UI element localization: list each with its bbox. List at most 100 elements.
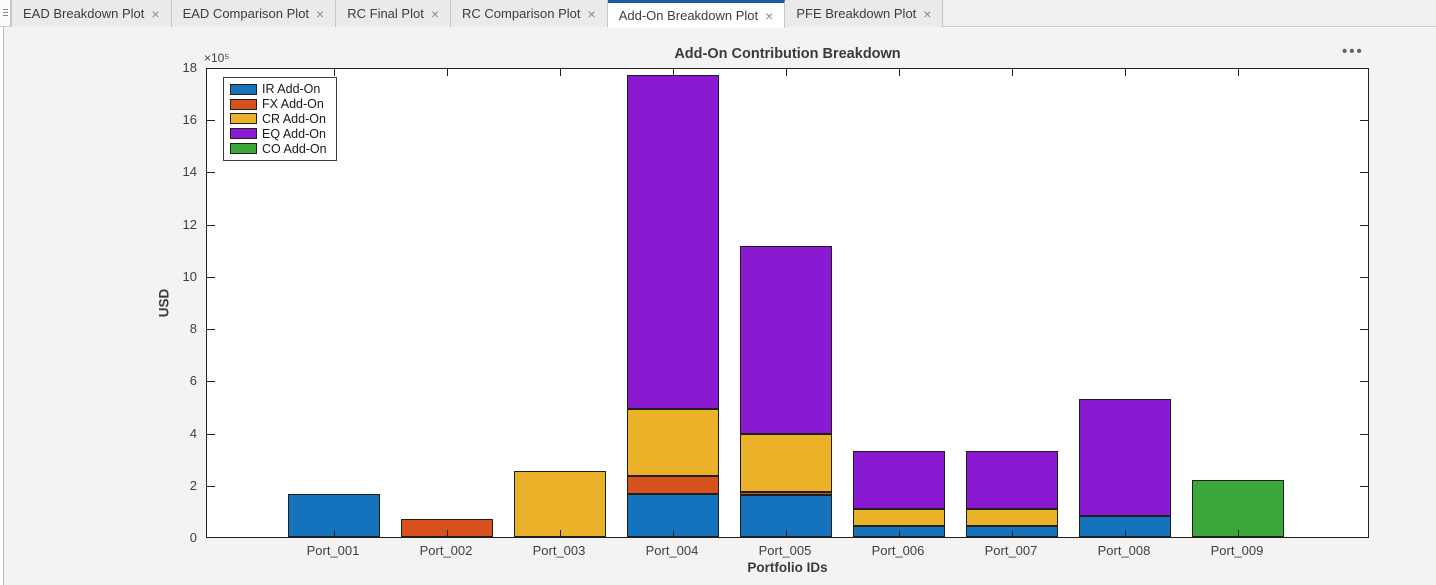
y-tick-mark xyxy=(207,381,215,383)
tab-pfe-breakdown-plot[interactable]: PFE Breakdown Plot × xyxy=(785,0,944,27)
legend-item-co-add-on: CO Add-On xyxy=(230,141,327,156)
y-tick-mark xyxy=(1360,172,1368,174)
tab-bar: EAD Breakdown Plot × EAD Comparison Plot × R… xyxy=(0,0,1436,28)
x-tick-mark xyxy=(334,69,335,76)
bar-segment-eq-add-on[interactable] xyxy=(1079,398,1171,517)
x-tick-mark xyxy=(560,530,561,537)
tab-ead-breakdown-plot[interactable]: EAD Breakdown Plot × xyxy=(11,0,172,27)
legend-swatch-icon xyxy=(230,113,257,125)
legend-swatch-icon xyxy=(230,143,257,155)
bar-segment-fx-add-on[interactable] xyxy=(627,475,719,494)
bar-port_006 xyxy=(853,67,945,537)
tab-ead-comparison-plot[interactable]: EAD Comparison Plot × xyxy=(171,0,337,27)
bar-port_001 xyxy=(288,67,380,537)
y-tick-label: 2 xyxy=(189,477,197,493)
tab-label: RC Final Plot xyxy=(347,6,424,21)
tab-close-icon[interactable]: × xyxy=(316,5,325,22)
bar-segment-cr-add-on[interactable] xyxy=(966,508,1058,526)
tab-strip: EAD Breakdown Plot × EAD Comparison Plot × R… xyxy=(11,0,944,28)
y-tick-label: 14 xyxy=(182,164,197,180)
y-tick-label: 18 xyxy=(182,60,197,75)
x-tick-mark xyxy=(1012,69,1013,76)
legend-label: CO Add-On xyxy=(262,141,327,156)
y-tick-mark xyxy=(207,433,215,435)
x-tick-label: Port_009 xyxy=(1210,543,1264,558)
y-tick-mark xyxy=(1360,381,1368,383)
tab-rc-comparison-plot[interactable]: RC Comparison Plot × xyxy=(451,0,608,27)
y-tick-mark xyxy=(1360,485,1368,487)
legend-label: CR Add-On xyxy=(262,111,326,126)
tab-label: EAD Breakdown Plot xyxy=(23,6,145,21)
tab-close-icon[interactable]: × xyxy=(923,5,932,22)
figure-area: Add-On Contribution Breakdown ×10⁵ ••• 0… xyxy=(3,27,1436,585)
bar-port_004 xyxy=(627,67,719,537)
y-tick-mark xyxy=(207,224,215,226)
tab-add-on-breakdown-plot[interactable]: Add-On Breakdown Plot × xyxy=(607,0,786,28)
legend-swatch-icon xyxy=(230,83,257,95)
bar-port_009 xyxy=(1192,67,1284,537)
bar-segment-cr-add-on[interactable] xyxy=(627,409,719,476)
x-tick-label: Port_006 xyxy=(871,543,925,558)
bar-segment-eq-add-on[interactable] xyxy=(966,451,1058,509)
y-axis-multiplier: ×10⁵ xyxy=(204,51,230,65)
x-tick-mark xyxy=(447,69,448,76)
x-tick-label: Port_005 xyxy=(758,543,812,558)
x-tick-label: Port_007 xyxy=(984,543,1038,558)
x-tick-mark xyxy=(786,530,787,537)
x-tick-mark xyxy=(673,69,674,76)
y-tick-label: 6 xyxy=(189,373,197,389)
tab-label: PFE Breakdown Plot xyxy=(796,6,917,21)
y-tick-mark xyxy=(1360,224,1368,226)
bar-segment-eq-add-on[interactable] xyxy=(740,245,832,434)
y-tick-mark xyxy=(207,120,215,122)
bar-segment-ir-add-on[interactable] xyxy=(288,493,380,537)
tab-close-icon[interactable]: × xyxy=(430,5,439,22)
bar-segment-eq-add-on[interactable] xyxy=(853,451,945,509)
bar-port_003 xyxy=(514,67,606,537)
y-tick-label: 16 xyxy=(182,112,197,128)
x-tick-mark xyxy=(673,530,674,537)
legend-label: IR Add-On xyxy=(262,82,321,97)
bar-segment-eq-add-on[interactable] xyxy=(627,74,719,410)
y-tick-mark xyxy=(1360,329,1368,331)
tab-close-icon[interactable]: × xyxy=(151,5,160,22)
y-tick-label: 4 xyxy=(189,425,197,441)
x-tick-mark xyxy=(899,530,900,537)
y-tick-mark xyxy=(1360,120,1368,122)
y-tick-label: 8 xyxy=(189,321,197,337)
legend-item-fx-add-on: FX Add-On xyxy=(230,97,327,112)
legend-label: EQ Add-On xyxy=(262,126,326,141)
tab-label: EAD Comparison Plot xyxy=(182,6,310,21)
x-tick-mark xyxy=(1238,530,1239,537)
bar-segment-co-add-on[interactable] xyxy=(1192,480,1284,537)
drag-grip-icon[interactable] xyxy=(0,0,11,26)
tab-close-icon[interactable]: × xyxy=(587,5,596,22)
y-tick-mark xyxy=(207,276,215,278)
y-tick-mark xyxy=(1360,433,1368,435)
bar-port_007 xyxy=(966,67,1058,537)
bar-port_002 xyxy=(401,67,493,537)
x-tick-mark xyxy=(447,530,448,537)
x-tick-mark xyxy=(1125,530,1126,537)
bar-port_008 xyxy=(1079,67,1171,537)
x-tick-mark xyxy=(1125,69,1126,76)
legend-item-ir-add-on: IR Add-On xyxy=(230,82,327,97)
x-tick-label: Port_001 xyxy=(306,543,360,558)
x-tick-mark xyxy=(899,69,900,76)
x-tick-label: Port_003 xyxy=(532,543,586,558)
x-tick-label: Port_004 xyxy=(645,543,699,558)
y-tick-mark xyxy=(207,172,215,174)
bar-port_005 xyxy=(740,67,832,537)
plot-area[interactable] xyxy=(206,68,1369,538)
bar-segment-fx-add-on[interactable] xyxy=(740,491,832,496)
tab-close-icon[interactable]: × xyxy=(765,7,774,24)
legend-swatch-icon xyxy=(230,128,257,140)
axes-options-button[interactable]: ••• xyxy=(1342,43,1364,60)
tab-rc-final-plot[interactable]: RC Final Plot × xyxy=(336,0,451,27)
x-tick-label: Port_002 xyxy=(419,543,473,558)
x-tick-mark xyxy=(560,69,561,76)
bar-segment-cr-add-on[interactable] xyxy=(853,508,945,526)
y-axis-label: USD xyxy=(156,288,172,318)
bar-segment-cr-add-on[interactable] xyxy=(514,470,606,537)
bar-segment-cr-add-on[interactable] xyxy=(740,433,832,492)
